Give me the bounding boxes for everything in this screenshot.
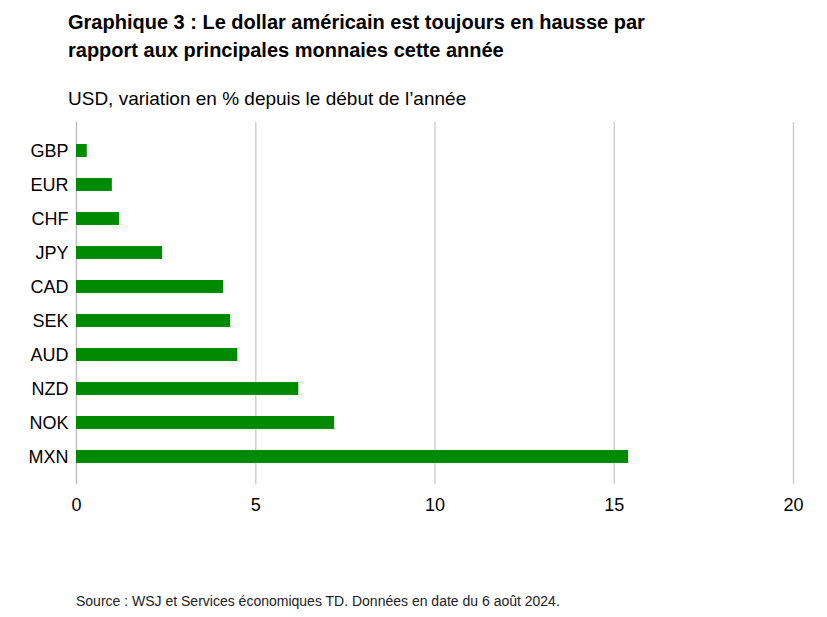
svg-text:CHF: CHF [32,209,69,229]
svg-text:JPY: JPY [35,243,68,263]
svg-text:GBP: GBP [30,141,68,161]
svg-text:15: 15 [604,495,624,515]
svg-text:NOK: NOK [29,413,68,433]
svg-text:SEK: SEK [32,311,68,331]
svg-text:MXN: MXN [29,447,69,467]
html-text:Source : WSJ et Services écono: Source : WSJ et Services économiques TD.… [76,593,560,609]
svg-text:5: 5 [251,495,261,515]
svg-text:AUD: AUD [30,345,68,365]
html-text:USD, variation en % depuis le: USD, variation en % depuis le début de l… [68,88,467,109]
svg-text:NZD: NZD [32,379,69,399]
svg-text:20: 20 [783,495,803,515]
svg-text:0: 0 [71,495,81,515]
svg-text:10: 10 [425,495,445,515]
svg-text:CAD: CAD [30,277,68,297]
html-text:Graphique 3 : Le dollar améric: Graphique 3 : Le dollar américain est to… [68,11,645,61]
svg-text:EUR: EUR [30,175,68,195]
